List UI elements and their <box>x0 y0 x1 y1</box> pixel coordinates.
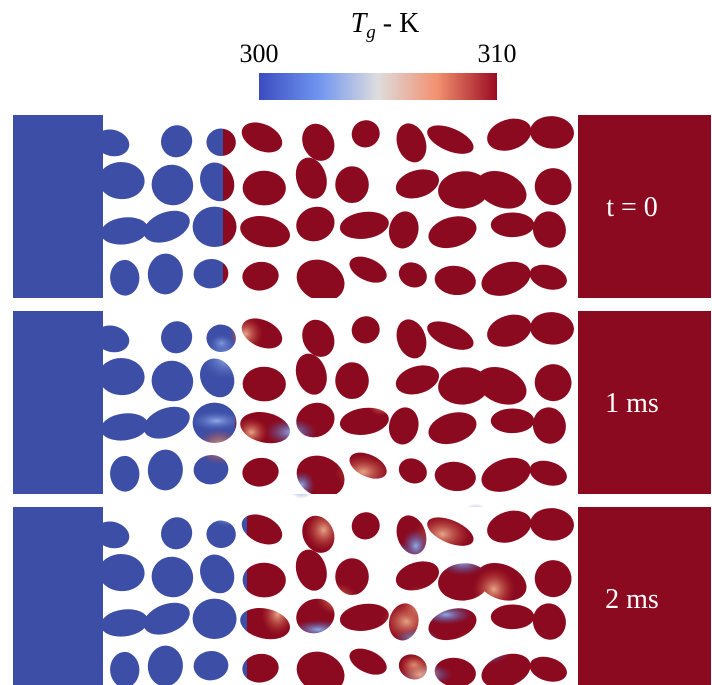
subscript: g <box>366 22 376 43</box>
colorbar-max: 310 <box>478 39 517 68</box>
colorbar-min: 300 <box>240 39 279 68</box>
symbol: T <box>351 8 369 39</box>
time-label: 2 ms <box>605 584 659 615</box>
colorbar <box>259 73 497 100</box>
time-label: t = 0 <box>606 192 658 223</box>
time-label: 1 ms <box>605 388 659 419</box>
solid-matrix <box>13 115 711 298</box>
panels: t = 0 1 ms 2 ms <box>13 115 711 685</box>
colorbar-title: Tg - K <box>351 8 420 43</box>
panel: t = 0 <box>13 115 711 298</box>
panel: 1 ms <box>13 311 711 499</box>
panel: 2 ms <box>13 503 711 685</box>
unit: - K <box>376 8 420 39</box>
solid-matrix <box>13 311 711 494</box>
solid-matrix <box>13 507 711 685</box>
